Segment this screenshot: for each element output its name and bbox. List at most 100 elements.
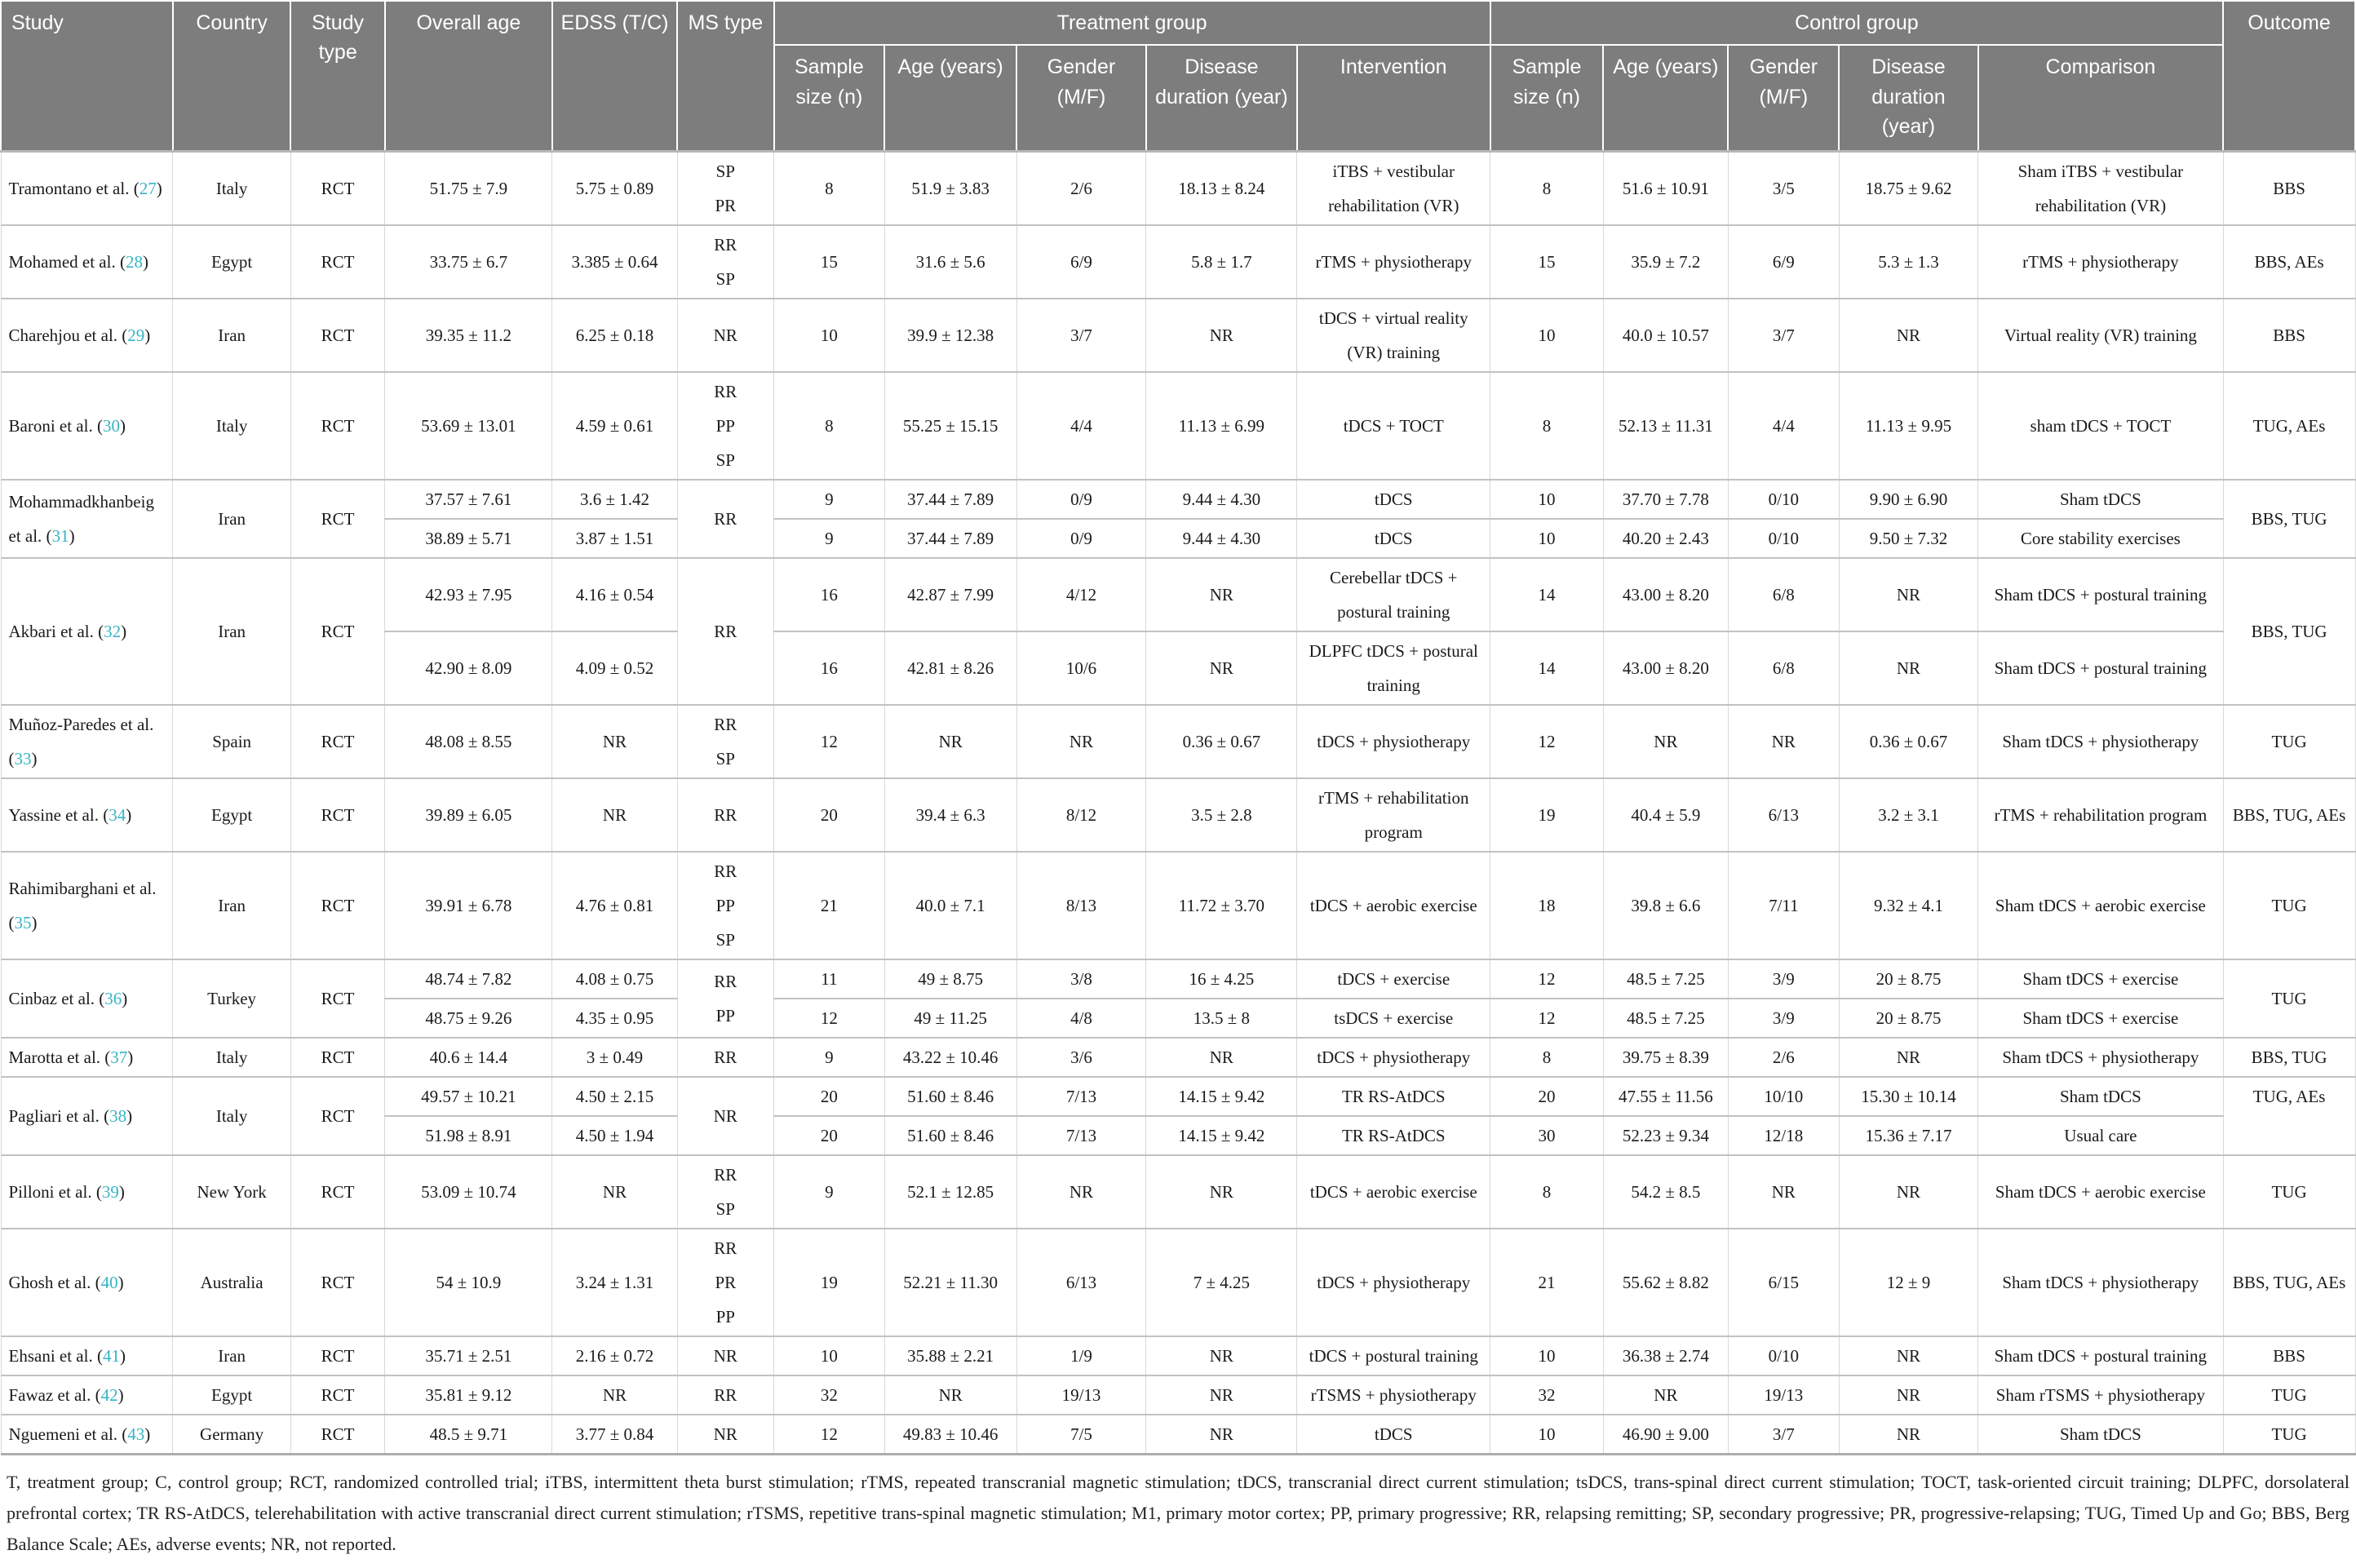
citation-ref-link[interactable]: 42: [100, 1385, 118, 1406]
edss-cell: NR: [551, 1154, 678, 1229]
intervention-cell: TR RS-AtDCS: [1296, 1076, 1491, 1117]
treatment-duration-cell: 14.15 ± 9.42: [1145, 1076, 1298, 1117]
control-duration-cell: NR: [1838, 557, 1979, 632]
control-gender-cell: 19/13: [1727, 1375, 1840, 1415]
citation-ref-link[interactable]: 34: [108, 805, 126, 826]
control-duration-cell: NR: [1838, 1375, 1979, 1415]
control-duration-cell: 9.50 ± 7.32: [1838, 518, 1979, 559]
citation-ref-link[interactable]: 40: [100, 1273, 118, 1293]
outcome-cell: BBS, TUG, AEs: [2222, 777, 2356, 853]
study-cell: Ghosh et al. (40): [0, 1228, 174, 1337]
intervention-cell: TR RS-AtDCS: [1296, 1115, 1491, 1156]
study-row: Tramontano et al. (27) Italy RCT 51.75 ± 7.…: [0, 150, 2356, 226]
edss-cell: 4.76 ± 0.81: [551, 851, 678, 960]
study-row: Baroni et al. (30) Italy RCT 53.69 ± 13.01 4…: [0, 371, 2356, 481]
control-sample-size-cell: 12: [1490, 998, 1604, 1039]
citation-ref-link[interactable]: 43: [127, 1424, 145, 1445]
overall-age-cell: 48.5 ± 9.71: [384, 1414, 553, 1456]
treatment-gender-cell: 1/9: [1016, 1335, 1147, 1376]
control-sample-size-cell: 14: [1490, 631, 1604, 706]
study-type-cell: RCT: [290, 1154, 386, 1229]
treatment-gender-cell: NR: [1016, 1154, 1147, 1229]
treatment-sample-size-cell: 16: [773, 631, 885, 706]
citation-ref-link[interactable]: 39: [101, 1182, 119, 1203]
citation-ref-link[interactable]: 32: [104, 622, 122, 642]
treatment-age-cell: 39.9 ± 12.38: [884, 298, 1017, 373]
citation-ref-link[interactable]: 27: [139, 179, 157, 199]
control-duration-cell: NR: [1838, 1154, 1979, 1229]
treatment-age-cell: NR: [884, 1375, 1017, 1415]
control-sample-size-cell: 10: [1490, 479, 1604, 520]
overall-age-cell: 39.91 ± 6.78: [384, 851, 553, 960]
study-cell: Yassine et al. (34): [0, 777, 174, 853]
control-age-cell: NR: [1602, 704, 1729, 779]
treatment-age-cell: 51.60 ± 8.46: [884, 1115, 1017, 1156]
study-type-cell: RCT: [290, 479, 386, 559]
header-treatment-group: Treatment group: [773, 0, 1491, 47]
study-type-cell: RCT: [290, 557, 386, 706]
control-age-cell: 55.62 ± 8.82: [1602, 1228, 1729, 1337]
ms-type-cell: RR PP: [676, 959, 775, 1039]
control-duration-cell: NR: [1838, 631, 1979, 706]
study-cell: Pilloni et al. (39): [0, 1154, 174, 1229]
treatment-duration-cell: NR: [1145, 557, 1298, 632]
overall-age-cell: 48.74 ± 7.82: [384, 959, 553, 999]
treatment-sample-size-cell: 15: [773, 224, 885, 299]
outcome-cell: TUG: [2222, 959, 2356, 1039]
ms-type-value: PR: [715, 1273, 737, 1293]
citation-ref-link[interactable]: 28: [125, 252, 143, 272]
treatment-age-cell: NR: [884, 704, 1017, 779]
control-sample-size-cell: 8: [1490, 150, 1604, 226]
ms-type-cell: RR PR PP: [676, 1228, 775, 1337]
treatment-gender-cell: 8/12: [1016, 777, 1147, 853]
study-row: Akbari et al. (32) Iran RCT 42.93 ± 7.95 4.1…: [0, 557, 2356, 706]
edss-cell: 4.50 ± 1.94: [551, 1115, 678, 1156]
overall-age-cell: 39.35 ± 11.2: [384, 298, 553, 373]
citation-ref-link[interactable]: 38: [109, 1106, 127, 1127]
header-treatment-age: Age (years): [884, 44, 1018, 153]
treatment-sample-size-cell: 8: [773, 150, 885, 226]
edss-cell: NR: [551, 704, 678, 779]
treatment-age-cell: 42.81 ± 8.26: [884, 631, 1017, 706]
header-study-type: Study type: [290, 0, 386, 153]
treatment-duration-cell: 14.15 ± 9.42: [1145, 1115, 1298, 1156]
study-type-cell: RCT: [290, 851, 386, 960]
treatment-sample-size-cell: 19: [773, 1228, 885, 1337]
control-age-cell: 39.75 ± 8.39: [1602, 1037, 1729, 1078]
control-gender-cell: 6/8: [1727, 557, 1840, 632]
study-type-cell: RCT: [290, 298, 386, 373]
citation-ref-link[interactable]: 35: [14, 913, 32, 933]
country-cell: Egypt: [172, 1375, 291, 1415]
ms-type-cell: RR SP: [676, 1154, 775, 1229]
citation-ref-link[interactable]: 37: [110, 1048, 128, 1068]
treatment-duration-cell: 18.13 ± 8.24: [1145, 150, 1298, 226]
treatment-sample-size-cell: 32: [773, 1375, 885, 1415]
treatment-age-cell: 39.4 ± 6.3: [884, 777, 1017, 853]
citation-ref-link[interactable]: 31: [51, 526, 69, 547]
edss-cell: 5.75 ± 0.89: [551, 150, 678, 226]
intervention-cell: tDCS: [1296, 1414, 1491, 1456]
overall-age-cell: 40.6 ± 14.4: [384, 1037, 553, 1078]
study-type-cell: RCT: [290, 1414, 386, 1456]
country-cell: Iran: [172, 298, 291, 373]
citation-ref-link[interactable]: 36: [104, 989, 122, 1009]
treatment-gender-cell: 2/6: [1016, 150, 1147, 226]
outcome-cell: TUG: [2222, 1414, 2356, 1456]
treatment-gender-cell: 7/13: [1016, 1076, 1147, 1117]
citation-ref-link[interactable]: 30: [102, 416, 120, 436]
control-gender-cell: 0/10: [1727, 518, 1840, 559]
citation-ref-link[interactable]: 41: [102, 1346, 120, 1366]
control-duration-cell: NR: [1838, 1414, 1979, 1456]
ms-type-cell: RR PP SP: [676, 851, 775, 960]
study-type-cell: RCT: [290, 1375, 386, 1415]
comparison-cell: sham tDCS + TOCT: [1977, 371, 2224, 481]
control-duration-cell: 9.90 ± 6.90: [1838, 479, 1979, 520]
treatment-age-cell: 37.44 ± 7.89: [884, 479, 1017, 520]
treatment-gender-cell: 4/4: [1016, 371, 1147, 481]
control-sample-size-cell: 10: [1490, 298, 1604, 373]
treatment-duration-cell: NR: [1145, 1335, 1298, 1376]
study-row: 51.98 ± 8.91 4.50 ± 1.94 20 51.60 ± 8.46 7/1…: [1, 1115, 2355, 1156]
citation-ref-link[interactable]: 33: [14, 749, 32, 769]
citation-ref-link[interactable]: 29: [127, 326, 145, 346]
treatment-sample-size-cell: 9: [773, 479, 885, 520]
